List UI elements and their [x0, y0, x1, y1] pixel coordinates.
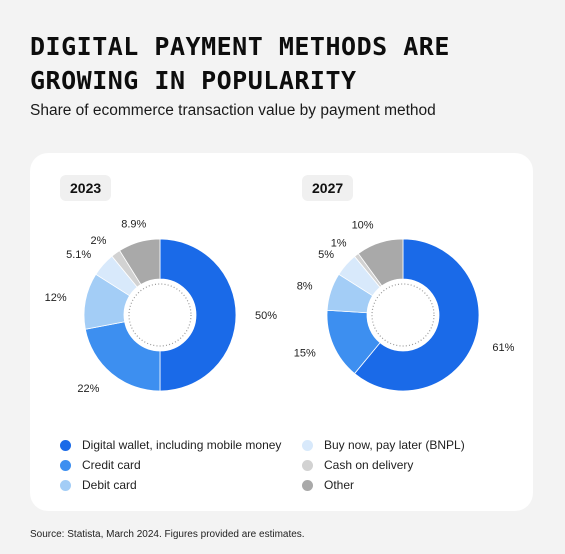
slice-other-2027	[357, 238, 404, 287]
legend-item-cash-on-delivery: Cash on delivery	[302, 456, 413, 474]
data-label-credit-card-2027: 15%	[294, 348, 316, 360]
chart-card: 2023 2027 50% 22% 12% 5.1% 2% 8.9% 61% 15% 8% 5%…	[30, 153, 533, 511]
legend-item-digital-wallet: Digital wallet, including mobile money	[60, 436, 281, 454]
chart-legend: Digital wallet, including mobile money C…	[60, 436, 520, 496]
legend-swatch	[60, 439, 71, 451]
legend-swatch	[60, 459, 71, 471]
legend-item-debit-card: Debit card	[60, 476, 137, 494]
data-label-other-2027: 10%	[352, 220, 374, 232]
donut-dotted-ring	[128, 283, 192, 347]
page-subtitle: Share of ecommerce transaction value by …	[30, 102, 436, 119]
year-badge-2027: 2027	[302, 175, 354, 201]
data-label-other-2023: 8.9%	[121, 219, 146, 231]
legend-swatch	[60, 479, 71, 491]
data-label-debit-card-2023: 12%	[45, 292, 67, 304]
legend-label: Digital wallet, including mobile money	[82, 438, 282, 452]
data-label-cash-on-delivery-2023: 2%	[90, 235, 106, 247]
page-title: DIGITAL PAYMENT METHODS ARE GROWING IN P…	[30, 32, 450, 95]
legend-swatch	[302, 439, 313, 451]
source-note: Source: Statista, March 2024. Figures pr…	[30, 529, 305, 540]
legend-item-other: Other	[302, 476, 354, 494]
data-label-digital-wallet-2023: 50%	[255, 310, 277, 322]
legend-label: Buy now, pay later (BNPL)	[324, 438, 465, 452]
donut-charts: 50% 22% 12% 5.1% 2% 8.9% 61% 15% 8% 5%1% 10%	[45, 219, 515, 396]
data-label-bnpl-2023: 5.1%	[66, 249, 91, 261]
legend-swatch	[302, 479, 313, 491]
legend-swatch	[302, 459, 313, 471]
legend-item-bnpl: Buy now, pay later (BNPL)	[302, 436, 465, 454]
donut-chart-2027: 61% 15% 8% 5%1% 10%	[294, 220, 515, 392]
legend-label: Credit card	[82, 458, 141, 472]
legend-label: Other	[324, 478, 355, 492]
year-badge-2023: 2023	[60, 175, 112, 201]
legend-label: Debit card	[82, 478, 137, 492]
legend-item-credit-card: Credit card	[60, 456, 141, 474]
data-label-credit-card-2023: 22%	[77, 383, 99, 395]
legend-label: Cash on delivery	[324, 458, 414, 472]
donut-hole	[124, 279, 196, 351]
data-label-digital-wallet-2027: 61%	[492, 342, 514, 354]
data-label-bnpl-2027: 5%	[318, 249, 334, 261]
donut-hole	[367, 279, 439, 351]
donut-chart-2023: 50% 22% 12% 5.1% 2% 8.9%	[45, 219, 278, 396]
data-label-debit-card-2027: 8%	[297, 281, 313, 293]
data-label-cash-on-delivery-2027: 1%	[331, 237, 347, 249]
donut-dotted-ring	[371, 283, 435, 347]
